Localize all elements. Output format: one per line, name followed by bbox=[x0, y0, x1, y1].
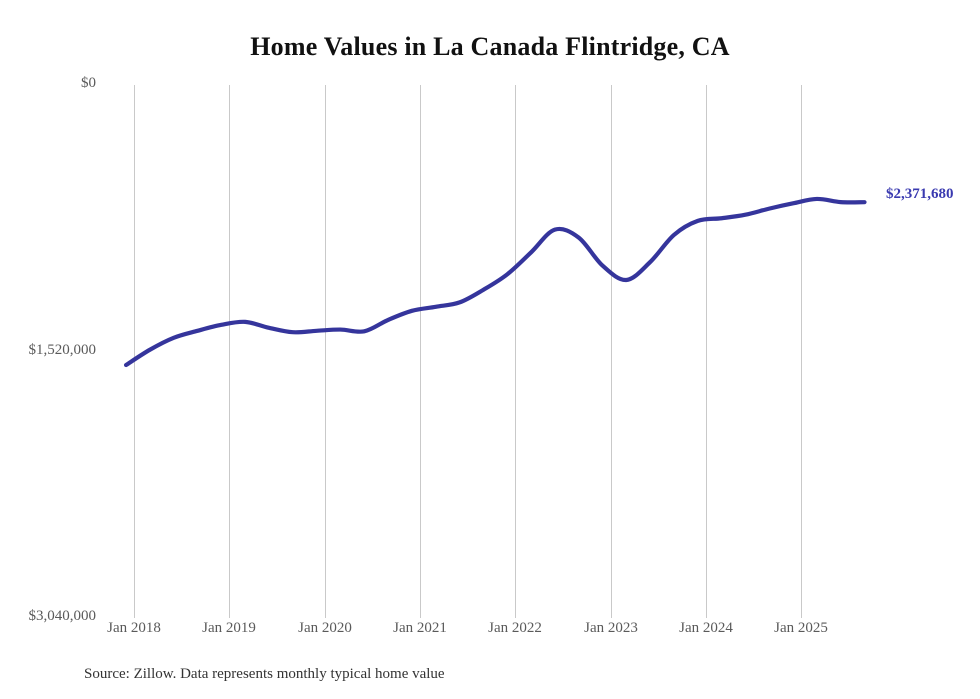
gridline-jan-2021 bbox=[420, 85, 421, 618]
x-tick-label-jan-2019: Jan 2019 bbox=[202, 620, 256, 636]
y-tick-label: $1,520,000 bbox=[28, 342, 97, 358]
x-tick-label-jan-2021: Jan 2021 bbox=[393, 620, 447, 636]
gridline-jan-2018 bbox=[134, 85, 135, 618]
x-tick-label-jan-2020: Jan 2020 bbox=[298, 620, 352, 636]
gridline-jan-2025 bbox=[801, 85, 802, 618]
x-tick-label-jan-2018: Jan 2018 bbox=[107, 620, 161, 636]
x-tick-label-jan-2023: Jan 2023 bbox=[584, 620, 638, 636]
gridline-jan-2019 bbox=[229, 85, 230, 618]
chart-title: Home Values in La Canada Flintridge, CA bbox=[250, 32, 730, 61]
series-line-typical-home-value bbox=[123, 196, 867, 368]
gridline-jan-2024 bbox=[706, 85, 707, 618]
gridline-jan-2023 bbox=[611, 85, 612, 618]
x-tick-label-jan-2025: Jan 2025 bbox=[774, 620, 828, 636]
end-value-annotation: $2,371,680 bbox=[886, 186, 954, 202]
y-tick-label: $0 bbox=[81, 75, 96, 91]
gridline-jan-2022 bbox=[515, 85, 516, 618]
source-note: Source: Zillow. Data represents monthly … bbox=[84, 666, 445, 682]
x-tick-label-jan-2024: Jan 2024 bbox=[679, 620, 733, 636]
y-tick-label: $3,040,000 bbox=[28, 608, 97, 624]
x-tick-label-jan-2022: Jan 2022 bbox=[488, 620, 542, 636]
gridline-jan-2020 bbox=[325, 85, 326, 618]
